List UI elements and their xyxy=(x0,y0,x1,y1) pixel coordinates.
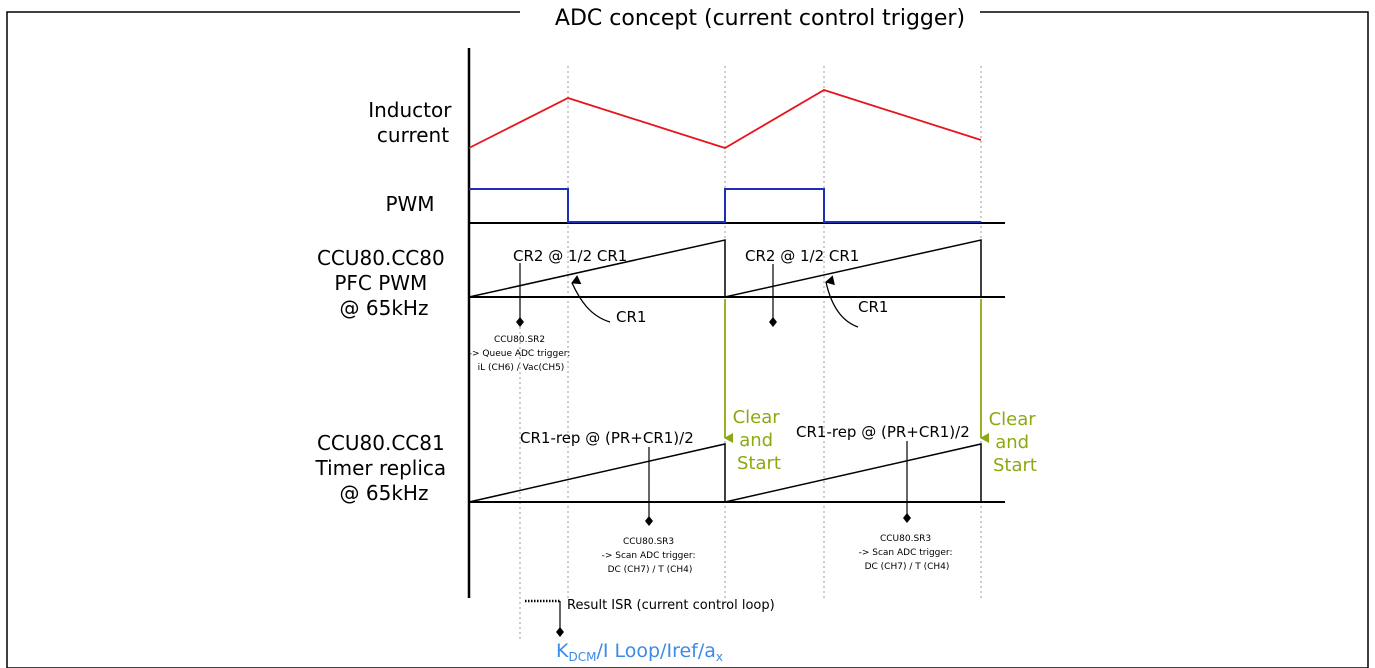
cr1-label-right: CR1 xyxy=(858,298,888,316)
label-ccu80-cc81: CCU80.CC81 Timer replica @ 65kHz xyxy=(314,431,452,505)
cr1-curved-arrow-left xyxy=(571,275,611,323)
cr2-label-left: CR2 @ 1/2 CR1 xyxy=(513,247,627,265)
label-pwm: PWM xyxy=(385,192,434,216)
label-ccu80-cc80: CCU80.CC80 PFC PWM @ 65kHz xyxy=(317,246,451,320)
diagram-title: ADC concept (current control trigger) xyxy=(555,6,965,31)
result-isr-diamond xyxy=(556,627,564,637)
pwm-waveform xyxy=(469,188,981,223)
sr3-description-left: CCU80.SR3 -> Scan ADC trigger: DC (CH7) … xyxy=(602,537,699,575)
bottom-label-kdcm-loop: KDCM/I Loop/Iref/ax xyxy=(556,640,723,664)
cr1rep-label-left: CR1-rep @ (PR+CR1)/2 xyxy=(520,429,694,447)
label-inductor-current: Inductor current xyxy=(368,98,458,147)
inductor-current-waveform xyxy=(468,89,982,149)
cr1-curved-arrow-right xyxy=(825,275,859,328)
clear-and-start-right: Clear and Start xyxy=(989,409,1042,476)
cr2-diamond-left xyxy=(516,317,524,327)
cr1rep-label-right: CR1-rep @ (PR+CR1)/2 xyxy=(796,423,970,441)
cc81-sawtooth xyxy=(468,443,982,503)
cr1-label-left: CR1 xyxy=(616,308,646,326)
result-isr-label: Result ISR (current control loop) xyxy=(567,598,775,613)
clear-and-start-left: Clear and Start xyxy=(733,407,786,474)
sr3-diamond-right xyxy=(903,513,911,523)
sr3-description-right: CCU80.SR3 -> Scan ADC trigger: DC (CH7) … xyxy=(859,534,956,572)
sr2-description: CCU80.SR2 -> Queue ADC trigger: iL (CH6)… xyxy=(469,335,573,373)
cr2-label-right: CR2 @ 1/2 CR1 xyxy=(745,247,859,265)
sr3-diamond-left xyxy=(645,516,653,526)
cr2-diamond-right xyxy=(769,317,777,327)
cc80-sawtooth xyxy=(468,239,982,298)
